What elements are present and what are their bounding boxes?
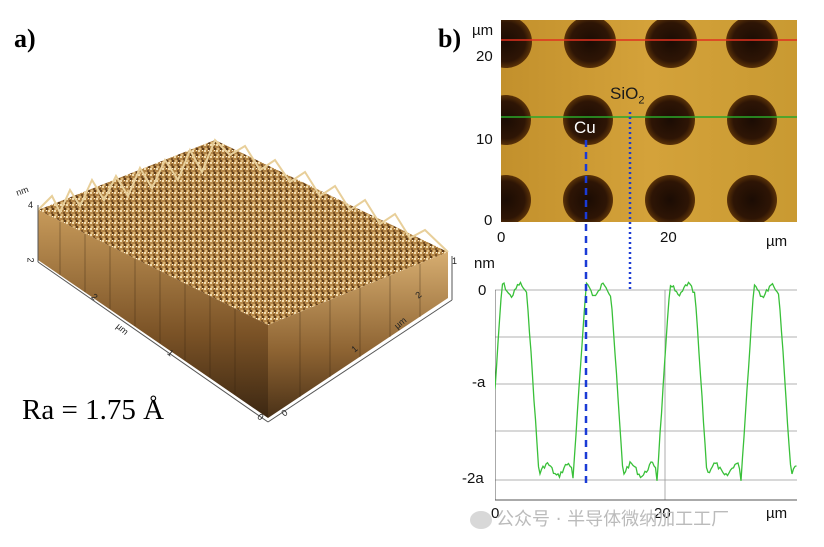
wechat-icon [470,511,492,529]
panel-a-label: a) [14,24,36,53]
image-y-tick-0: 0 [484,212,493,229]
profile-x-tick-20: 20 [654,505,671,522]
watermark: 公众号 · 半导体微纳加工工厂 [470,505,729,531]
sio2-subscript: 2 [638,94,645,107]
profile-y-tick-2a: -2a [462,470,484,487]
afm-jagged-edge [37,138,449,253]
profile-y-tick-a: -a [472,374,486,391]
panel-b-label: b) [438,24,462,53]
sio2-marker: SiO2 [610,84,644,106]
profile-x-tick-0: 0 [491,505,500,522]
image-x-tick-20: 20 [660,229,677,246]
profile-y-axis-label: nm [474,255,495,272]
right-axis-top: 1 [452,256,458,266]
profile-trace [495,281,797,481]
sio2-text: SiO [610,84,639,103]
afm-3d-surface [37,138,453,423]
cu-pads [501,20,778,222]
image-y-axis-label: µm [472,22,494,39]
height-profile-plot [495,281,797,501]
profile-y-tick-0: 0 [478,282,487,299]
roughness-value: Ra = 1.75 Å [22,394,165,426]
afm-striations [59,222,421,397]
afm-right-face [268,252,448,418]
image-y-tick-20: 20 [476,48,493,65]
afm-left-face [38,210,268,418]
image-x-axis-label: µm [766,233,788,250]
afm-top-surface [38,140,448,325]
afm-image [501,20,797,222]
z-tick-top: 4 [28,200,34,210]
cu-marker: Cu [574,118,596,137]
profile-x-axis-label: µm [766,505,788,522]
profile-grid [495,289,797,500]
watermark-text: 公众号 · 半导体微纳加工工厂 [496,509,730,530]
image-y-tick-10: 10 [476,131,493,148]
image-x-tick-0: 0 [497,229,506,246]
